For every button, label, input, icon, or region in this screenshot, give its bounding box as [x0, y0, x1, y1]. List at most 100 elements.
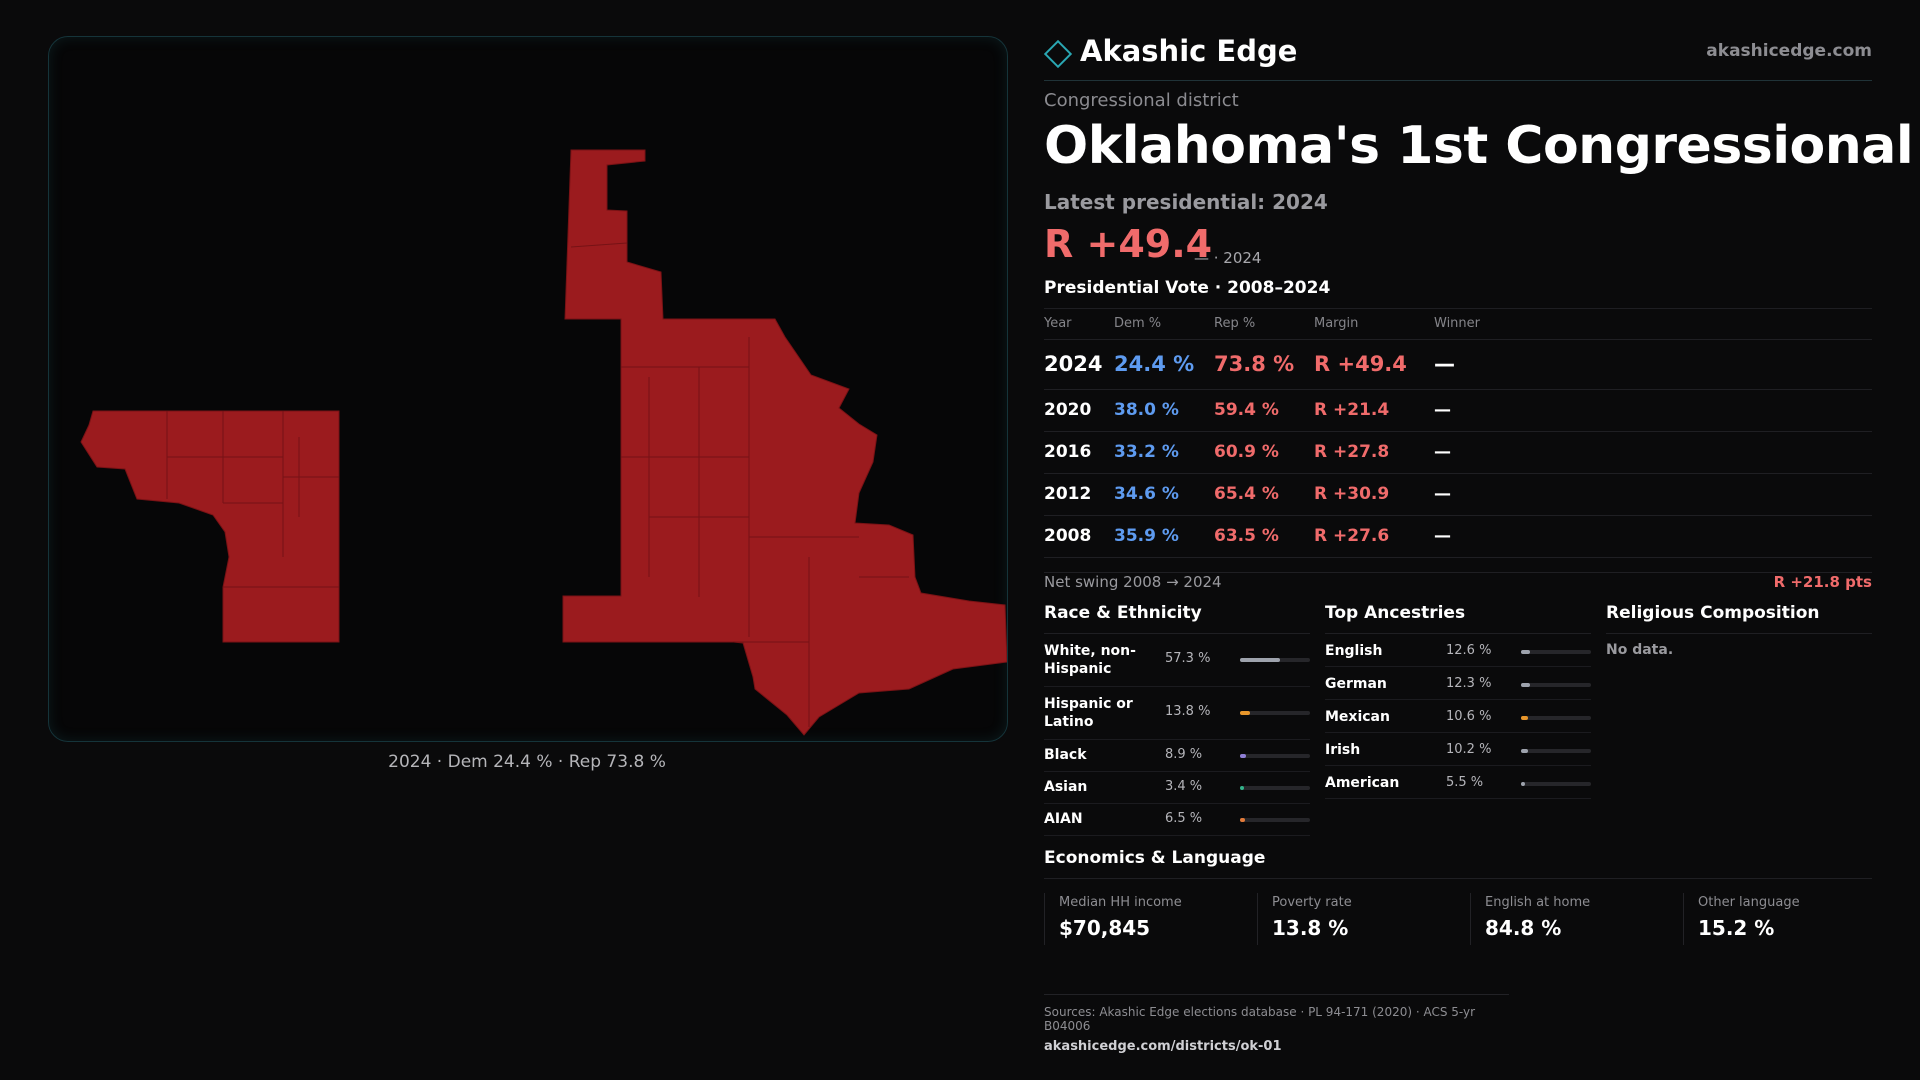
row-winner: —	[1434, 352, 1455, 376]
ancestry-row: Irish 10.2 %	[1325, 733, 1591, 766]
row-dem: 34.6 %	[1114, 484, 1179, 504]
brand-name[interactable]: Akashic Edge	[1080, 34, 1298, 68]
row-margin: R +27.6	[1314, 526, 1390, 546]
row-dem: 38.0 %	[1114, 400, 1179, 420]
row-year: 2012	[1044, 484, 1092, 504]
map-region-west	[80, 410, 340, 643]
col-margin-header: Margin	[1314, 316, 1359, 331]
race-row: Asian 3.4 %	[1044, 772, 1310, 804]
econ-stat-value: 15.2 %	[1698, 916, 1775, 940]
ancestry-bar-track	[1521, 782, 1591, 786]
race-bar-track	[1240, 658, 1310, 662]
col-winner-header: Winner	[1434, 316, 1481, 331]
row-winner: —	[1434, 484, 1451, 504]
row-rep: 59.4 %	[1214, 400, 1279, 420]
presidential-vote-table: Year Dem % Rep % Margin Winner 2024 24.4…	[1044, 308, 1872, 558]
table-row: 2012 34.6 % 65.4 % R +30.9 —	[1044, 474, 1872, 516]
row-margin: R +27.8	[1314, 442, 1390, 462]
row-dem: 33.2 %	[1114, 442, 1179, 462]
sources-text: Sources: Akashic Edge elections database…	[1044, 1005, 1476, 1033]
col-year-header: Year	[1044, 316, 1072, 331]
latest-margin: R +49.4	[1044, 222, 1213, 266]
ancestry-pct: 10.2 %	[1446, 742, 1492, 757]
race-row: Black 8.9 %	[1044, 740, 1310, 772]
ancestry-label: English	[1325, 643, 1383, 659]
race-row: White, non-Hispanic 57.3 %	[1044, 634, 1310, 687]
race-label: White, non-Hispanic	[1044, 643, 1136, 677]
district-map[interactable]	[48, 36, 1008, 742]
net-swing-row: Net swing 2008 → 2024 R +21.8 pts	[1044, 572, 1872, 591]
ancestry-bar-fill	[1521, 716, 1529, 720]
econ-stat-label: Poverty rate	[1272, 895, 1352, 910]
row-winner: —	[1434, 400, 1451, 420]
race-bar-fill	[1240, 754, 1247, 758]
ancestry-row: English 12.6 %	[1325, 634, 1591, 667]
race-ethnicity-section: Race & Ethnicity White, non-Hispanic 57.…	[1044, 603, 1310, 836]
row-year: 2020	[1044, 400, 1092, 420]
table-row: 2024 24.4 % 73.8 % R +49.4 —	[1044, 340, 1872, 390]
vote-table-title: Presidential Vote · 2008–2024	[1044, 278, 1331, 298]
race-row: AIAN 6.5 %	[1044, 804, 1310, 836]
row-rep: 60.9 %	[1214, 442, 1279, 462]
ancestry-bar-fill	[1521, 749, 1529, 753]
race-bar-track	[1240, 786, 1310, 790]
ancestries-title: Top Ancestries	[1325, 603, 1591, 634]
ancestry-bar-fill	[1521, 683, 1530, 687]
row-rep: 73.8 %	[1214, 352, 1295, 376]
race-pct: 13.8 %	[1165, 704, 1211, 719]
row-margin: R +30.9	[1314, 484, 1390, 504]
religion-section: Religious Composition No data.	[1606, 603, 1872, 658]
col-rep-header: Rep %	[1214, 316, 1256, 331]
row-rep: 65.4 %	[1214, 484, 1279, 504]
ancestry-label: Irish	[1325, 742, 1361, 758]
religion-title: Religious Composition	[1606, 603, 1872, 634]
econ-stat: Other language 15.2 %	[1683, 893, 1898, 945]
race-pct: 6.5 %	[1165, 811, 1203, 826]
table-row: 2020 38.0 % 59.4 % R +21.4 —	[1044, 390, 1872, 432]
latest-presidential-label: Latest presidential: 2024	[1044, 190, 1328, 214]
race-bar-track	[1240, 711, 1310, 715]
ancestry-label: German	[1325, 676, 1387, 692]
race-label: AIAN	[1044, 811, 1083, 827]
econ-stat-value: 84.8 %	[1485, 916, 1562, 940]
diamond-logo-icon	[1043, 39, 1073, 69]
ancestry-bar-track	[1521, 683, 1591, 687]
race-bar-track	[1240, 818, 1310, 822]
econ-stat-value: 13.8 %	[1272, 916, 1349, 940]
brand-header: Akashic Edge akashicedge.com	[1043, 32, 1872, 81]
brand-url-link[interactable]: akashicedge.com	[1706, 41, 1872, 61]
econ-stat-label: English at home	[1485, 895, 1591, 910]
table-header-row: Year Dem % Rep % Margin Winner	[1044, 309, 1872, 340]
ancestry-label: Mexican	[1325, 709, 1390, 725]
econ-stat: Poverty rate 13.8 %	[1257, 893, 1472, 945]
ancestry-row: American 5.5 %	[1325, 766, 1591, 799]
race-ethnicity-title: Race & Ethnicity	[1044, 603, 1310, 634]
econ-stat-label: Median HH income	[1059, 895, 1182, 910]
ancestry-bar-track	[1521, 650, 1591, 654]
row-year: 2008	[1044, 526, 1092, 546]
ancestry-pct: 5.5 %	[1446, 775, 1484, 790]
ancestry-pct: 12.3 %	[1446, 676, 1492, 691]
race-pct: 57.3 %	[1165, 651, 1211, 666]
page-title: Oklahoma's 1st Congressional District	[1044, 116, 1920, 176]
net-swing-value: R +21.8 pts	[1773, 573, 1872, 591]
net-swing-label: Net swing 2008 → 2024	[1044, 573, 1222, 591]
row-margin: R +21.4	[1314, 400, 1390, 420]
district-permalink[interactable]: akashicedge.com/districts/ok-01	[1044, 1039, 1282, 1054]
row-dem: 35.9 %	[1114, 526, 1179, 546]
ancestry-bar-track	[1521, 716, 1591, 720]
ancestry-row: Mexican 10.6 %	[1325, 700, 1591, 733]
ancestry-bar-fill	[1521, 650, 1530, 654]
latest-margin-note: — · 2024	[1194, 249, 1262, 267]
race-label: Asian	[1044, 779, 1088, 795]
page-kicker: Congressional district	[1044, 90, 1239, 111]
map-caption: 2024 · Dem 24.4 % · Rep 73.8 %	[388, 752, 666, 772]
row-dem: 24.4 %	[1114, 352, 1195, 376]
ancestry-pct: 10.6 %	[1446, 709, 1492, 724]
race-bar-fill	[1240, 658, 1281, 662]
race-label: Black	[1044, 747, 1087, 763]
ancestry-bar-track	[1521, 749, 1591, 753]
table-row: 2008 35.9 % 63.5 % R +27.6 —	[1044, 516, 1872, 558]
econ-stat-label: Other language	[1698, 895, 1800, 910]
table-row: 2016 33.2 % 60.9 % R +27.8 —	[1044, 432, 1872, 474]
